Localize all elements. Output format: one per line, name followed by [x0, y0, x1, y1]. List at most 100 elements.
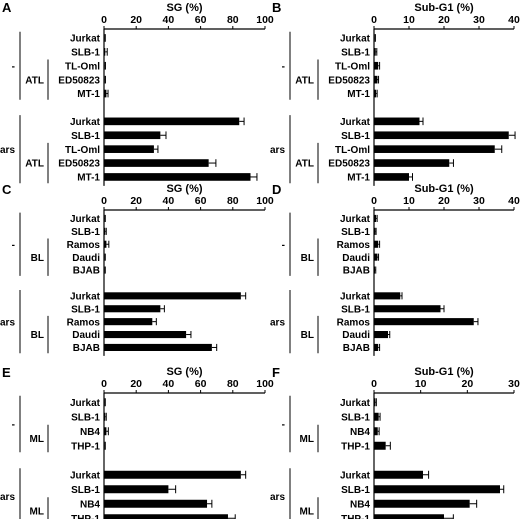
category-label: SLB-1 — [71, 412, 100, 423]
group-label: ATL — [25, 159, 44, 170]
category-label: Jurkat — [70, 214, 101, 225]
bar — [374, 48, 376, 56]
panel-letter: F — [272, 365, 280, 380]
bar — [104, 398, 105, 407]
bar — [374, 331, 388, 339]
group-label: BL — [31, 330, 44, 341]
bar — [374, 34, 375, 42]
bar — [374, 427, 378, 436]
bar — [104, 75, 105, 84]
bar — [374, 253, 378, 261]
bar — [104, 343, 212, 351]
bar — [374, 61, 379, 70]
tick-label: 10 — [403, 195, 415, 207]
category-label: BJAB — [343, 343, 370, 354]
bar — [374, 173, 409, 181]
category-label: TL-Oml — [65, 145, 100, 156]
category-label: BJAB — [343, 266, 370, 277]
group-label: BL — [301, 330, 314, 341]
bar — [104, 89, 107, 98]
axis-title: Sub-G1 (%) — [414, 366, 474, 378]
category-label: THP-1 — [341, 514, 370, 519]
category-label: ED50823 — [58, 75, 100, 86]
bar — [104, 214, 105, 222]
category-label: NB4 — [350, 499, 370, 510]
tick-label: 0 — [101, 378, 107, 390]
axis-title: SG (%) — [166, 366, 202, 378]
bar — [374, 159, 450, 167]
category-label: Ramos — [67, 240, 101, 251]
category-label: SLB-1 — [71, 304, 100, 315]
bar — [374, 470, 423, 479]
treatment-label: - — [12, 240, 15, 251]
panel-letter: D — [272, 182, 281, 197]
category-label: Daudi — [72, 253, 100, 264]
tick-label: 20 — [130, 14, 142, 26]
bar — [104, 292, 241, 300]
category-label: SLB-1 — [341, 227, 370, 238]
category-label: BJAB — [73, 266, 100, 277]
category-label: SLB-1 — [341, 412, 370, 423]
group-label: BL — [31, 253, 44, 264]
tick-label: 100 — [256, 195, 274, 207]
treatment-label: ars — [270, 492, 285, 503]
bar — [374, 214, 377, 222]
group-label: ML — [300, 434, 314, 445]
tick-label: 30 — [473, 195, 485, 207]
panel-letter: E — [2, 365, 11, 380]
category-label: THP-1 — [341, 441, 370, 452]
tick-label: 30 — [508, 378, 520, 390]
category-label: Jurkat — [340, 291, 371, 302]
treatment-label: ars — [270, 317, 285, 328]
treatment-label: ars — [270, 145, 285, 156]
tick-label: 20 — [130, 378, 142, 390]
tick-label: 40 — [163, 195, 175, 207]
category-label: MT-1 — [347, 173, 370, 184]
treatment-label: ars — [0, 145, 15, 156]
category-label: Jurkat — [340, 117, 371, 128]
category-label: NB4 — [350, 427, 370, 438]
bar — [374, 412, 379, 421]
tick-label: 0 — [371, 14, 377, 26]
bar — [104, 227, 106, 235]
category-label: Jurkat — [70, 291, 101, 302]
axis-title: Sub-G1 (%) — [414, 183, 474, 195]
group-label: ATL — [295, 159, 314, 170]
tick-label: 40 — [163, 14, 175, 26]
tick-label: 100 — [256, 378, 274, 390]
bar — [104, 485, 169, 494]
bar — [374, 266, 376, 274]
bar — [374, 75, 378, 84]
category-label: SLB-1 — [341, 47, 370, 58]
group-label: ML — [30, 434, 44, 445]
treatment-label: - — [12, 61, 15, 72]
panel-letter: B — [272, 0, 281, 15]
category-label: Ramos — [337, 317, 371, 328]
tick-label: 60 — [195, 14, 207, 26]
bar — [374, 145, 495, 153]
category-label: SLB-1 — [71, 227, 100, 238]
group-label: ATL — [295, 75, 314, 86]
tick-label: 0 — [371, 195, 377, 207]
category-label: BJAB — [73, 343, 100, 354]
bar — [104, 48, 106, 56]
tick-label: 80 — [227, 378, 239, 390]
group-label: BL — [301, 253, 314, 264]
bar — [104, 117, 240, 126]
category-label: NB4 — [80, 499, 100, 510]
bar — [104, 412, 106, 421]
tick-label: 40 — [508, 195, 520, 207]
bar — [104, 470, 241, 479]
category-label: Jurkat — [340, 214, 371, 225]
bar — [104, 173, 251, 181]
category-label: THP-1 — [71, 514, 100, 519]
bar — [104, 253, 105, 261]
bar — [374, 514, 444, 519]
category-label: Daudi — [342, 330, 370, 341]
bar — [104, 240, 107, 248]
treatment-label: - — [282, 61, 285, 72]
category-label: ED50823 — [58, 159, 100, 170]
tick-label: 80 — [227, 195, 239, 207]
panel-letter: C — [2, 182, 12, 197]
